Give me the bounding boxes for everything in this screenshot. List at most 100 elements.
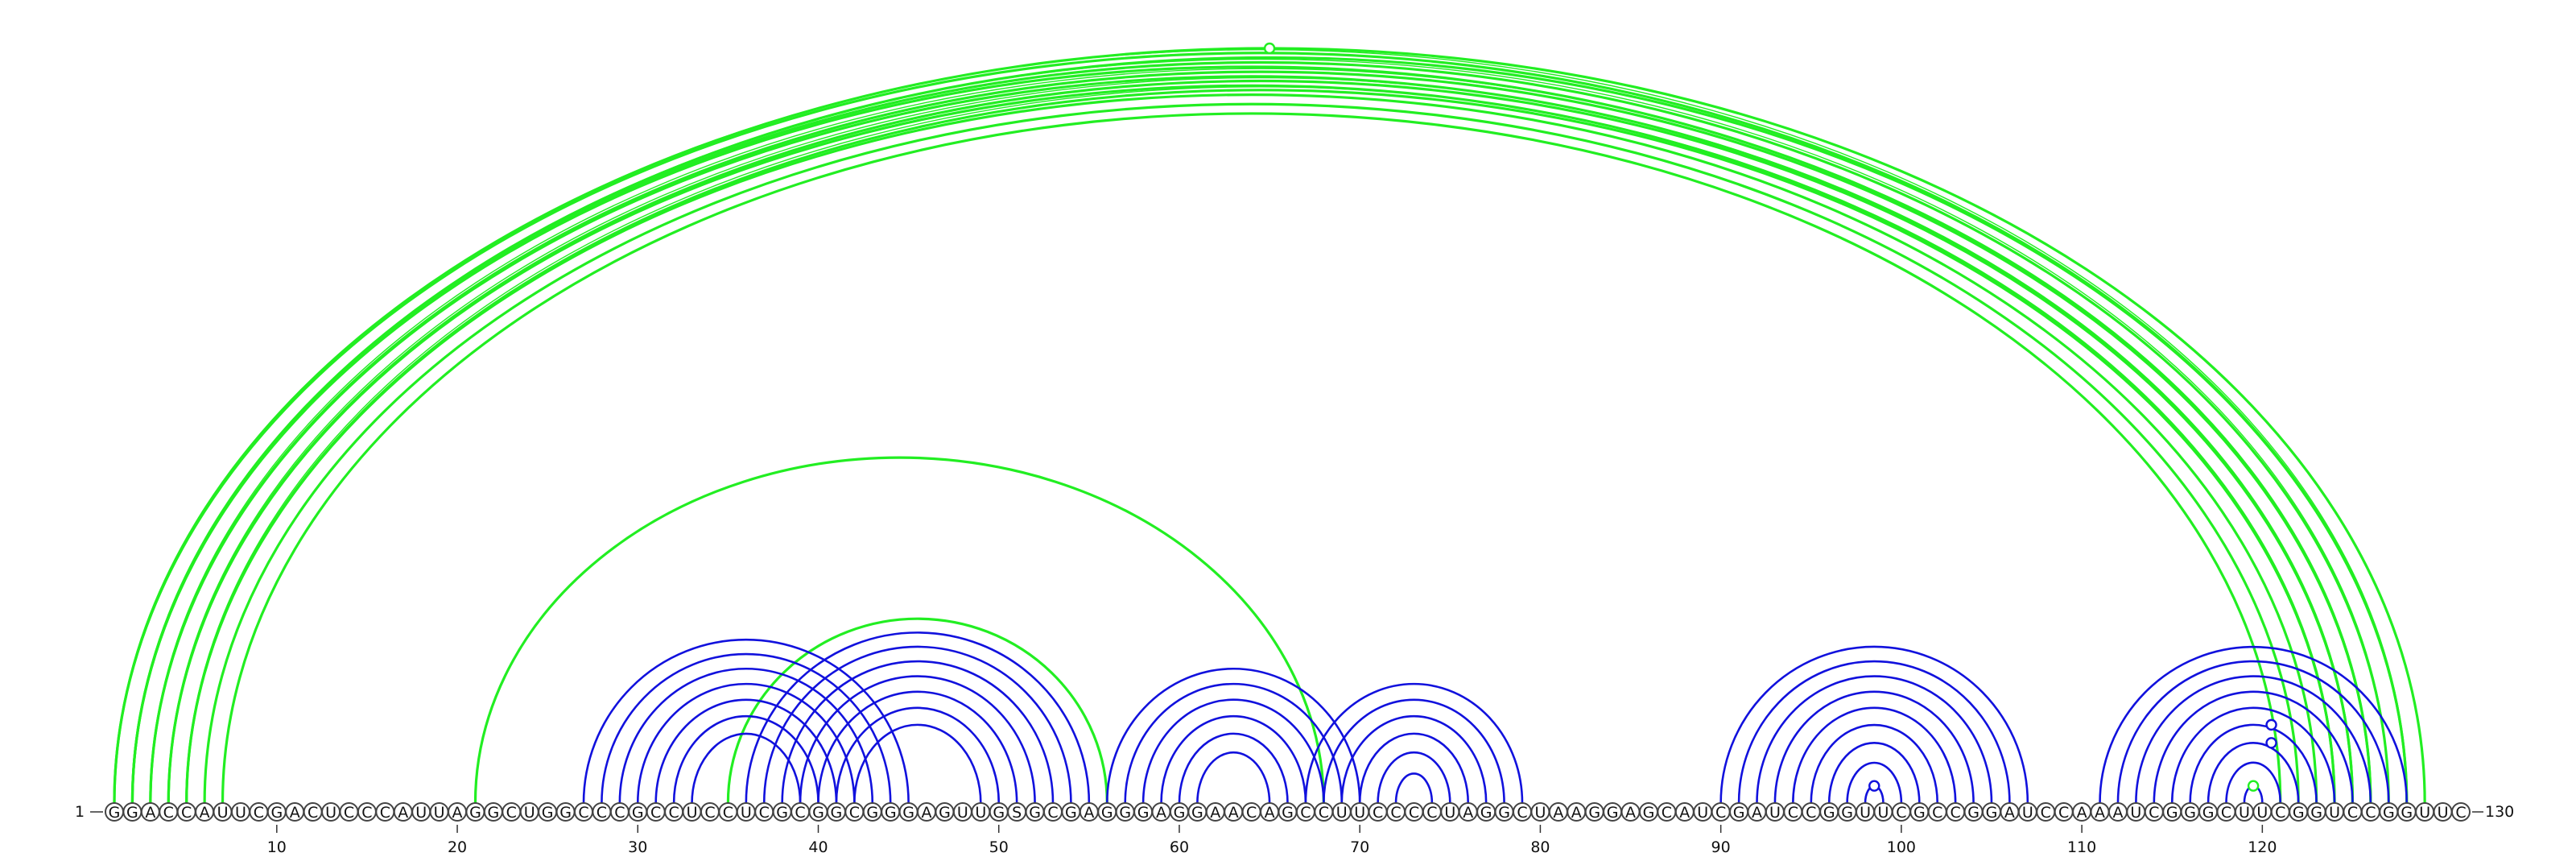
pair-arc: [1829, 743, 1919, 803]
nucleotide-letter: C: [1951, 804, 1961, 822]
nucleotide: A: [1748, 803, 1766, 822]
nucleotide-letter: G: [1498, 804, 1510, 822]
nucleotide-letter: C: [1788, 804, 1798, 822]
nucleotide-letter: G: [993, 804, 1005, 822]
nucleotide-letter: C: [2365, 804, 2376, 822]
nucleotide: G: [774, 803, 791, 822]
nucleotide: G: [2380, 803, 2397, 822]
position-tick: 40: [808, 825, 828, 856]
nucleotide-letter: G: [1986, 804, 1998, 822]
nucleotide-letter: A: [145, 804, 155, 822]
pair-arc: [1342, 716, 1486, 803]
nucleotide-letter: G: [885, 804, 897, 822]
nucleotide-letter: G: [1282, 804, 1294, 822]
pair-arc: [782, 661, 1053, 803]
nucleotide: A: [2000, 803, 2018, 822]
tick-label: 30: [628, 838, 647, 856]
nucleotide: C: [1513, 803, 1531, 822]
nucleotide-letter: U: [2239, 804, 2250, 822]
nucleotide-letter: U: [2329, 804, 2340, 822]
nucleotide-letter: C: [614, 804, 625, 822]
nucleotide-letter: C: [2347, 804, 2358, 822]
tick-label: 60: [1170, 838, 1189, 856]
tick-label: 90: [1711, 838, 1731, 856]
pair-arc: [1162, 716, 1306, 803]
nucleotide: G: [1604, 803, 1621, 822]
nucleotide: G: [105, 803, 123, 822]
nucleotide-letter: C: [2041, 804, 2051, 822]
nucleotide: G: [1188, 803, 1206, 822]
nucleotide: G: [1117, 803, 1134, 822]
nucleotide: A: [1676, 803, 1694, 822]
nucleotide-letter: U: [1444, 804, 1455, 822]
nucleotide: C: [2362, 803, 2380, 822]
nucleotide: C: [1423, 803, 1441, 822]
nucleotide-letter: C: [1662, 804, 1672, 822]
pair-arc: [1378, 752, 1451, 803]
arc-marker: [2267, 738, 2277, 747]
nucleotide-letter: G: [2184, 804, 2196, 822]
pair-arc: [168, 85, 2334, 803]
nucleotide-letter: G: [1029, 804, 1041, 822]
nucleotide: C: [1802, 803, 1820, 822]
arc-marker: [2267, 720, 2277, 730]
nucleotide: C: [2272, 803, 2289, 822]
nucleotide-letter: U: [217, 804, 229, 822]
nucleotide: C: [1929, 803, 1946, 822]
position-tick: 120: [2248, 825, 2277, 856]
nucleotide: C: [611, 803, 629, 822]
nucleotide-letter: U: [741, 804, 752, 822]
nucleotide: G: [1496, 803, 1513, 822]
nucleotide-letter: U: [325, 804, 336, 822]
nucleotide-letter: G: [2401, 804, 2413, 822]
tick-label: 80: [1530, 838, 1550, 856]
pair-arc: [151, 72, 2371, 803]
position-ticks: 10 20 30 40 50 60 70 80 90 100 110 120: [267, 825, 2277, 856]
base-pair-arcs: [114, 43, 2425, 803]
pair-arc: [114, 53, 2407, 803]
nucleotide: C: [791, 803, 809, 822]
pair-arc-outline: [168, 78, 2352, 800]
nucleotide-letter: A: [1679, 804, 1690, 822]
nucleotide-letter: U: [1697, 804, 1708, 822]
nucleotide: A: [2073, 803, 2091, 822]
nucleotide: A: [448, 803, 466, 822]
nucleotide: C: [2037, 803, 2054, 822]
nucleotide: G: [2163, 803, 2181, 822]
local-helix: [1306, 684, 1522, 803]
sequence-end-label: 130: [2485, 803, 2514, 821]
nucleotide-letter: A: [2112, 804, 2123, 822]
nucleotide: C: [1044, 803, 1062, 822]
nucleotide: A: [196, 803, 213, 822]
nucleotide: C: [1657, 803, 1675, 822]
nucleotide: G: [2199, 803, 2217, 822]
nucleotide-letter: U: [1860, 804, 1871, 822]
pair-arc: [151, 77, 2353, 803]
nucleotide-letter: A: [452, 804, 463, 822]
tick-label: 20: [448, 838, 467, 856]
nucleotide: C: [341, 803, 358, 822]
nucleotide: C: [2218, 803, 2235, 822]
nucleotide: G: [1839, 803, 1856, 822]
nucleotide: U: [2235, 803, 2253, 822]
nucleotide: G: [1820, 803, 1838, 822]
nucleotide-letter: G: [488, 804, 500, 822]
nucleotide-letter: U: [434, 804, 445, 822]
nucleotide-letter: A: [1571, 804, 1582, 822]
nucleotide-letter: C: [2149, 804, 2159, 822]
nucleotide-letter: C: [1300, 804, 1311, 822]
pair-arc: [187, 95, 2317, 803]
nucleotide: U: [521, 803, 539, 822]
nucleotide: G: [1279, 803, 1297, 822]
nucleotide-letter: C: [704, 804, 715, 822]
nucleotide-letter: C: [1319, 804, 1329, 822]
nucleotide: G: [1026, 803, 1044, 822]
nucleotide: C: [2343, 803, 2361, 822]
nucleotide: U: [1874, 803, 1892, 822]
nucleotide-letter: G: [1191, 804, 1203, 822]
nucleotide: C: [178, 803, 196, 822]
nucleotide: U: [1531, 803, 1549, 822]
position-tick: 90: [1711, 825, 1731, 856]
nucleotide-letter: G: [109, 804, 121, 822]
nucleotide: G: [1477, 803, 1495, 822]
